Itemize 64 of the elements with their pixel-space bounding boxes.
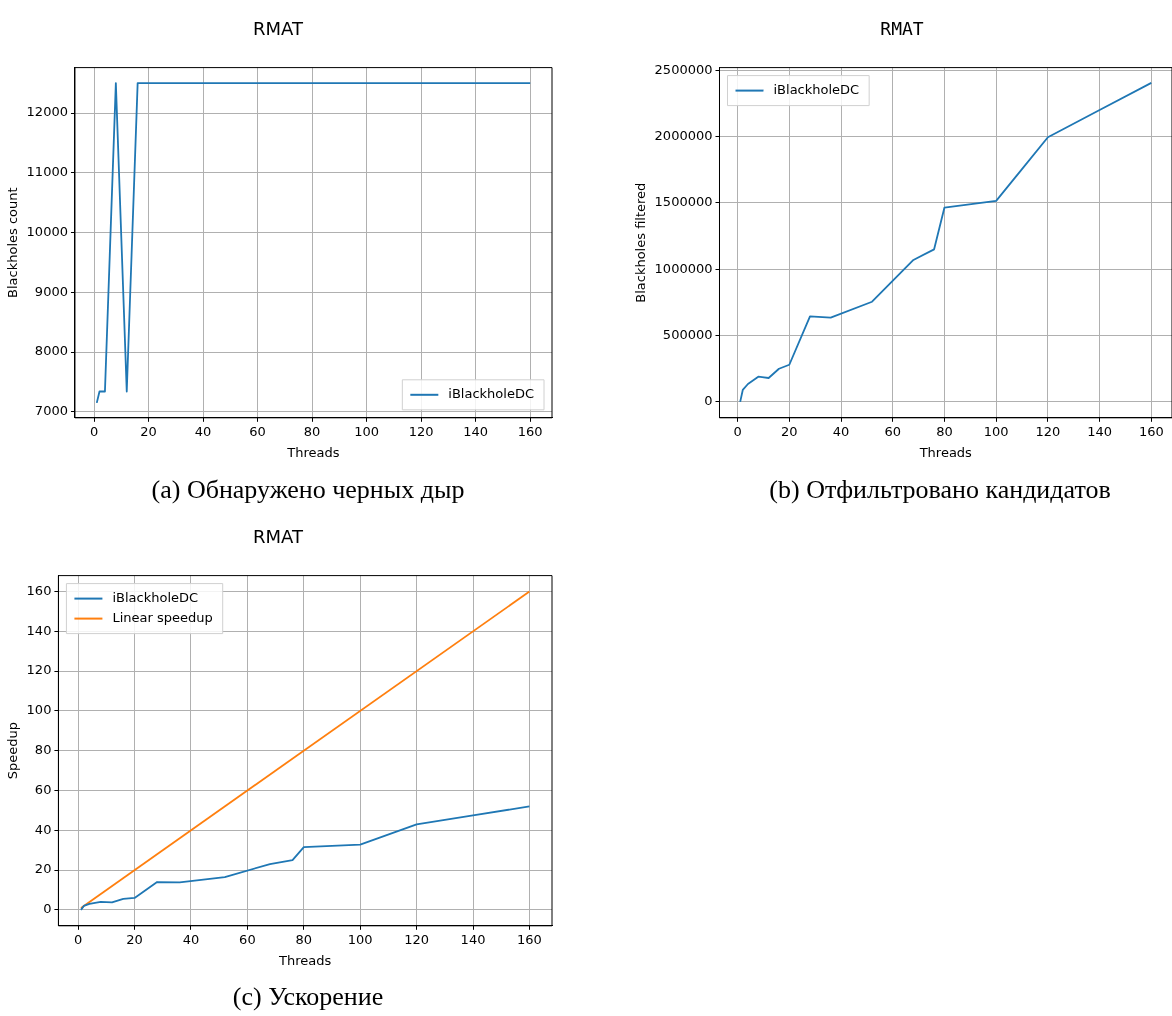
x-tick-label: 160	[1138, 423, 1164, 439]
x-tick-label: 0	[733, 423, 742, 439]
y-tick-label: 9000	[34, 283, 68, 299]
x-tick-label: 160	[517, 423, 543, 439]
x-tick-label: 100	[983, 423, 1009, 439]
x-tick-label: 80	[936, 423, 953, 439]
text: (a) Обнаружено черных дыр	[151, 475, 465, 505]
text: (b) Отфильтровано кандидатов	[769, 475, 1111, 505]
x-axis-title: Threads	[286, 444, 340, 460]
x-tick-label: 40	[194, 423, 212, 439]
x-tick-label: 0	[89, 423, 99, 439]
y-tick-label: 20	[34, 861, 52, 877]
x-tick-label: 120	[404, 931, 430, 947]
y-tick-label: 0	[704, 393, 713, 409]
chart-title: RMAT	[253, 526, 304, 548]
x-tick-label: 60	[239, 931, 256, 947]
x-tick-label: 120	[408, 423, 434, 439]
x-tick-label: 140	[460, 931, 486, 947]
y-tick-label: 160	[26, 582, 52, 598]
x-tick-label: 20	[140, 423, 157, 439]
y-tick-label: 80	[34, 742, 52, 758]
y-tick-label: 60	[34, 781, 52, 797]
legend-label: Linear speedup	[112, 609, 213, 625]
y-tick-label: 2500000	[654, 61, 713, 77]
y-tick-label: 500000	[662, 326, 713, 342]
x-axis-title: Threads	[278, 952, 332, 968]
x-tick-label: 40	[182, 931, 200, 947]
y-tick-label: 100	[26, 702, 52, 718]
y-tick-label: 10000	[26, 223, 68, 239]
legend-label: iBlackholeDC	[112, 589, 199, 605]
y-tick-label: 7000	[34, 403, 68, 419]
x-tick-label: 80	[303, 423, 321, 439]
y-axis-title: Blackholes filtered	[633, 182, 649, 303]
x-tick-label: 20	[126, 931, 143, 947]
legend-label: iBlackholeDC	[773, 81, 860, 97]
y-tick-label: 1500000	[654, 194, 713, 210]
chart-title: RMAT	[880, 18, 924, 40]
x-tick-label: 100	[347, 931, 373, 947]
x-tick-label: 140	[463, 423, 489, 439]
x-tick-label: 100	[354, 423, 380, 439]
x-tick-label: 120	[1035, 423, 1061, 439]
y-tick-label: 8000	[34, 343, 68, 359]
x-tick-label: 140	[1087, 423, 1113, 439]
chart-title: RMAT	[253, 18, 304, 40]
y-tick-label: 2000000	[654, 127, 713, 143]
x-tick-label: 160	[517, 931, 542, 947]
x-tick-label: 20	[781, 423, 798, 439]
x-tick-label: 60	[884, 423, 902, 439]
y-tick-label: 140	[26, 622, 52, 638]
x-tick-label: 60	[249, 423, 266, 439]
y-axis-title: Speedup	[5, 722, 21, 780]
y-tick-label: 0	[43, 901, 52, 917]
x-tick-label: 0	[74, 931, 83, 947]
y-tick-label: 1000000	[654, 260, 713, 276]
legend-label: iBlackholeDC	[448, 386, 535, 402]
y-tick-label: 40	[34, 821, 52, 837]
y-axis-title: Blackholes count	[5, 187, 21, 298]
y-tick-label: 11000	[26, 164, 68, 180]
y-tick-label: 120	[26, 662, 52, 678]
text: (c) Ускорение	[232, 982, 384, 1012]
x-tick-label: 40	[832, 423, 850, 439]
x-axis-title: Threads	[918, 444, 973, 460]
y-tick-label: 12000	[26, 104, 68, 120]
x-tick-label: 80	[295, 931, 313, 947]
